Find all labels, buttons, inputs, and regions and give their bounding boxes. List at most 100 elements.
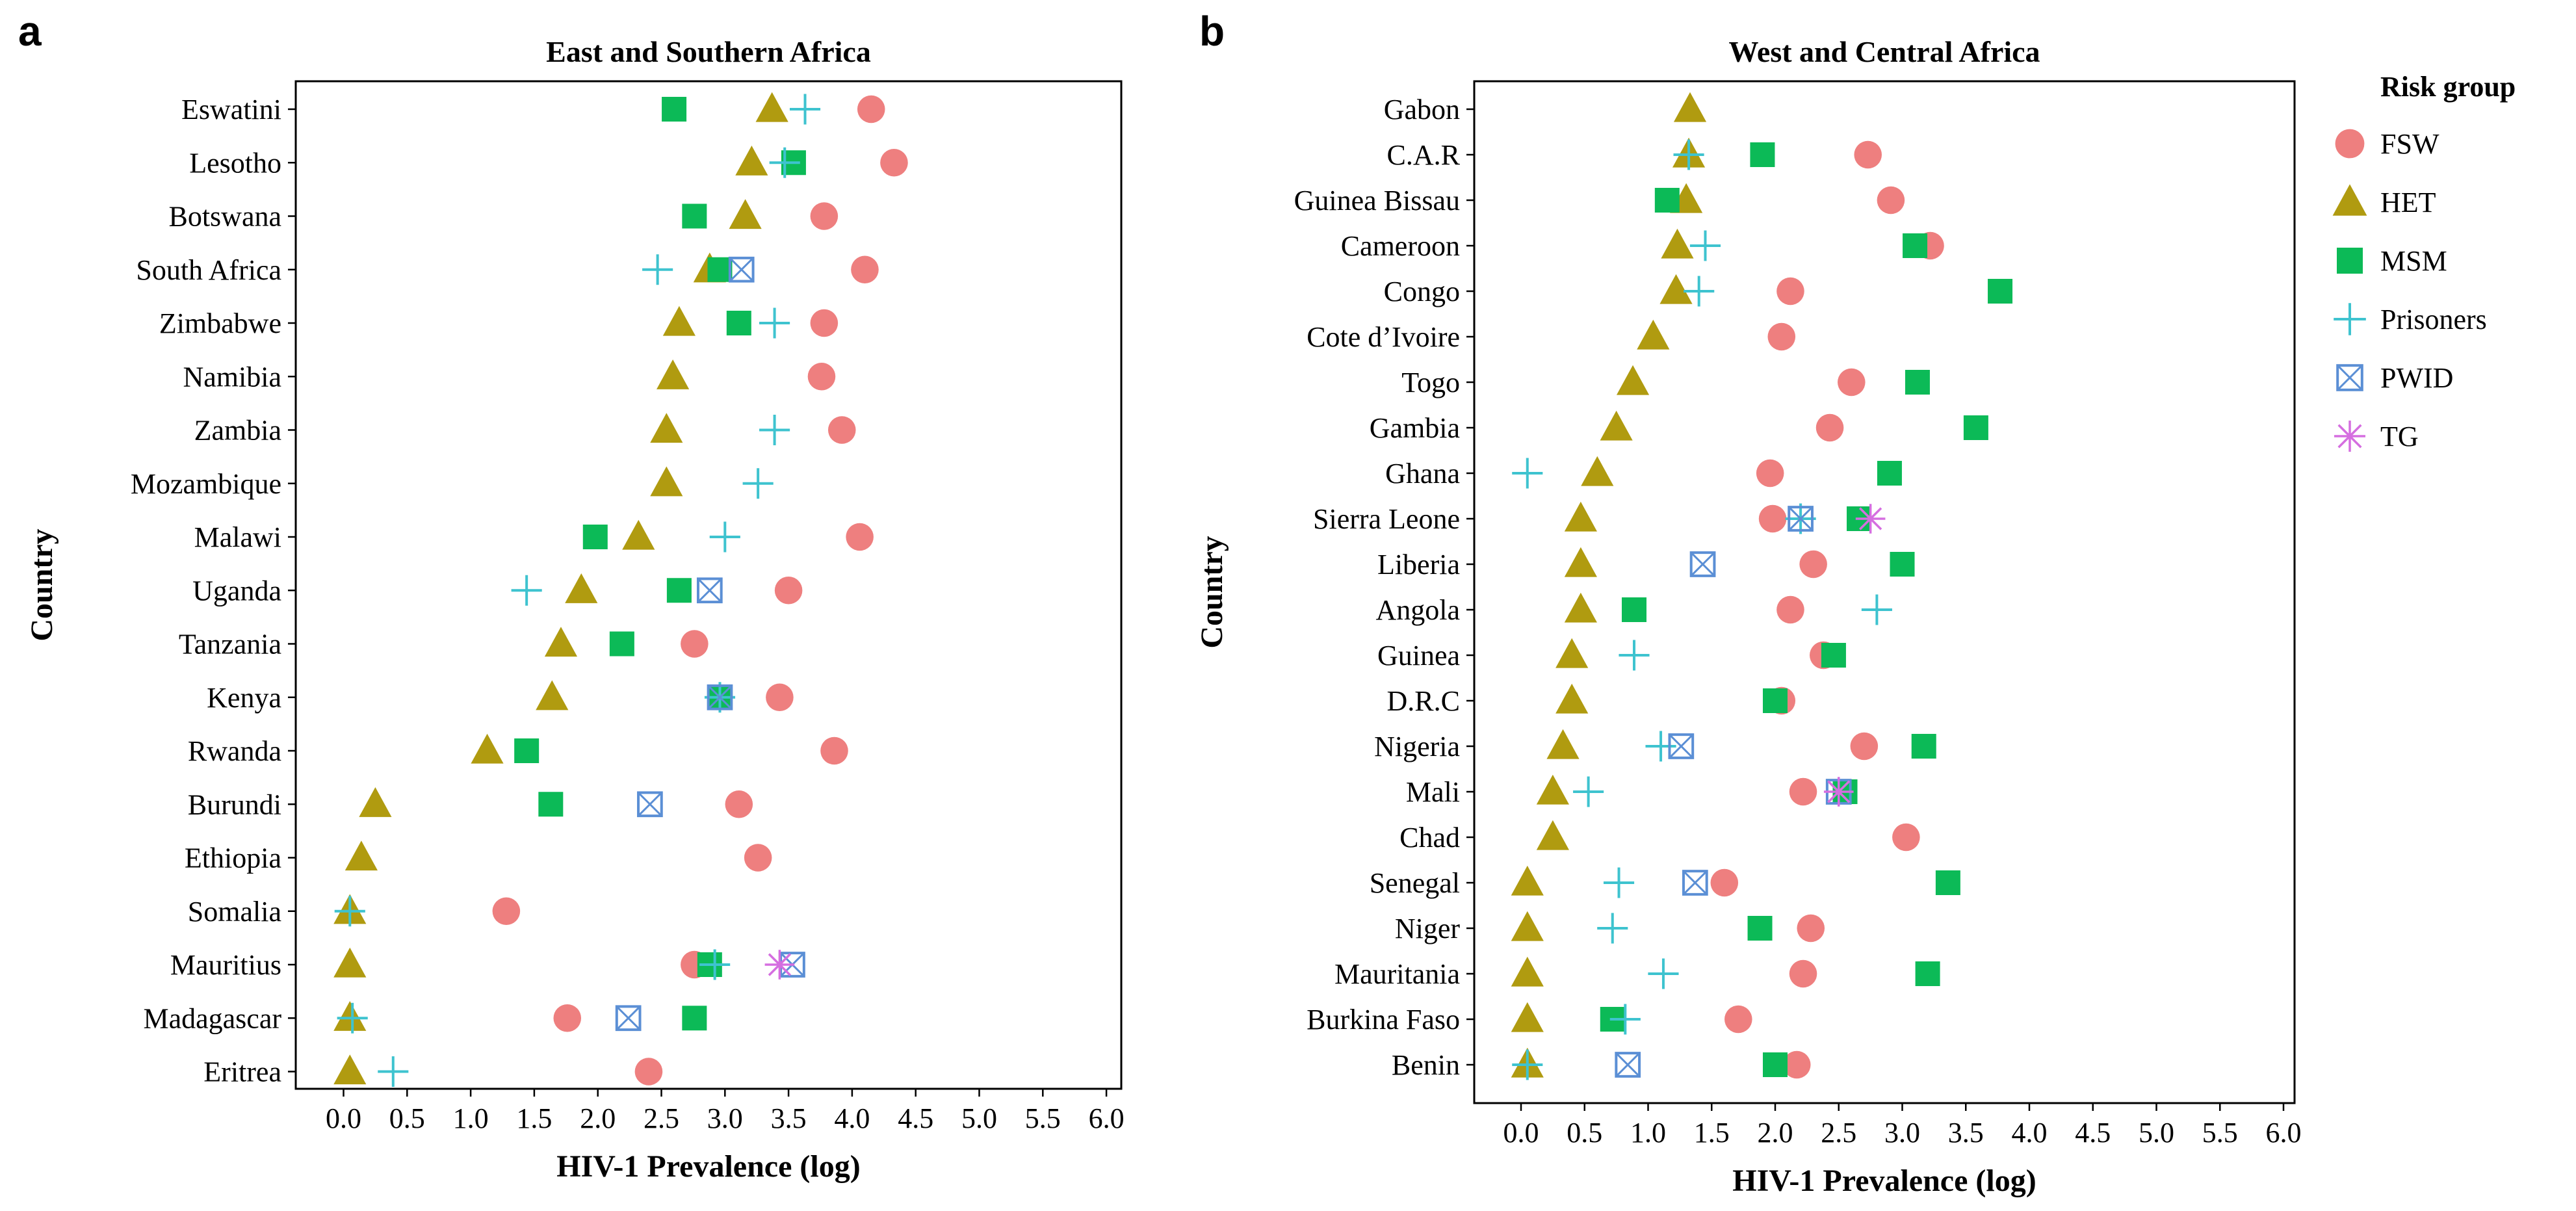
point-msm-liberia: [1890, 552, 1915, 577]
panel-east-southern-africa: a East and Southern Africa 0.0 0.5 1.0 1.5 2.0…: [18, 8, 1125, 1184]
x-axis-label: HIV-1 Prevalence (log): [556, 1149, 860, 1184]
point-het-tanzania: [544, 627, 578, 657]
point-fsw-burkina-faso: [1724, 1005, 1752, 1034]
point-het-botswana: [729, 199, 762, 229]
point-msm-senegal: [1935, 870, 1960, 895]
series-tg: [1823, 504, 1886, 807]
y-tick-label-mozambique: Mozambique: [131, 468, 281, 500]
point-prisoners-uganda: [511, 575, 542, 606]
point-pwid-liberia: [1689, 551, 1716, 577]
legend-marker-msm: [2337, 248, 2363, 274]
y-tick-label-kenya: Kenya: [207, 682, 281, 714]
point-het-burundi: [359, 787, 392, 817]
point-prisoners-angola: [1861, 594, 1892, 625]
point-prisoners-c-a-r: [1673, 139, 1704, 170]
point-het-gambia: [1600, 410, 1633, 441]
point-het-cote-d-ivoire: [1637, 319, 1670, 350]
point-prisoners-eswatini: [789, 94, 821, 125]
point-het-sierra-leone: [1564, 501, 1597, 532]
point-prisoners-zambia: [759, 414, 790, 446]
point-tg-mauritius: [764, 950, 795, 980]
point-het-eswatini: [755, 92, 788, 122]
point-het-lesotho: [735, 146, 768, 176]
y-tick-label-madagascar: Madagascar: [143, 1002, 281, 1034]
point-prisoners-south-africa: [642, 254, 673, 285]
point-msm-botswana: [682, 203, 707, 229]
point-het-rwanda: [471, 733, 504, 764]
point-het-angola: [1564, 592, 1597, 623]
y-tick-label-malawi: Malawi: [194, 521, 281, 553]
point-msm-guinea-bissau: [1654, 188, 1680, 213]
point-het-chad: [1536, 820, 1569, 850]
y-tick-label-mauritania: Mauritania: [1334, 958, 1460, 990]
point-het-mauritius: [333, 947, 367, 978]
point-fsw-namibia: [807, 362, 836, 391]
point-fsw-madagascar: [553, 1004, 582, 1032]
point-fsw-tanzania: [681, 630, 709, 658]
x-tick-label: 1.5: [1694, 1117, 1730, 1149]
point-het-d-r-c: [1555, 683, 1589, 714]
point-fsw-ethiopia: [744, 844, 772, 872]
point-het-guinea: [1555, 638, 1589, 668]
point-het-zambia: [650, 413, 683, 443]
point-pwid-senegal: [1682, 870, 1708, 896]
x-tick-label: 1.5: [516, 1102, 552, 1134]
x-tick-label: 5.5: [1025, 1102, 1061, 1134]
point-pwid-south-africa: [728, 256, 755, 283]
point-fsw-c-a-r: [1854, 140, 1882, 169]
series-tg: [764, 950, 795, 980]
point-fsw-zambia: [827, 416, 856, 444]
y-tick-label-c-a-r: C.A.R: [1387, 139, 1461, 171]
y-tick-label-zimbabwe: Zimbabwe: [159, 307, 281, 339]
point-fsw-rwanda: [820, 736, 848, 765]
point-msm-c-a-r: [1750, 142, 1775, 167]
point-het-liberia: [1564, 547, 1597, 577]
y-tick-label-togo: Togo: [1401, 367, 1460, 398]
y-tick-label-nigeria: Nigeria: [1374, 731, 1460, 762]
point-pwid-benin: [1615, 1052, 1641, 1078]
y-tick-label-senegal: Senegal: [1370, 867, 1460, 899]
point-prisoners-mali: [1573, 776, 1604, 807]
panel-label: a: [18, 8, 42, 55]
legend-marker-prisoners: [2334, 303, 2366, 335]
point-fsw-mauritania: [1789, 959, 1817, 988]
point-prisoners-mauritius: [699, 949, 731, 980]
y-tick-label-botswana: Botswana: [168, 201, 281, 233]
y-tick-label-niger: Niger: [1395, 913, 1461, 944]
point-fsw-botswana: [810, 202, 839, 230]
chart-title: West and Central Africa: [1728, 35, 2040, 68]
point-fsw-ghana: [1756, 459, 1784, 488]
point-fsw-togo: [1838, 368, 1866, 397]
x-tick-label: 5.0: [2139, 1117, 2174, 1149]
y-tick-label-tanzania: Tanzania: [179, 629, 281, 660]
point-het-zimbabwe: [662, 306, 696, 336]
point-msm-benin: [1763, 1052, 1788, 1077]
y-tick-label-cote-d-ivoire: Cote d’Ivoire: [1307, 321, 1460, 353]
series-het: [1511, 92, 1707, 1078]
x-tick-label: 2.0: [1758, 1117, 1793, 1149]
point-msm-congo: [1988, 279, 2013, 304]
y-tick-label-uganda: Uganda: [192, 575, 281, 606]
panel-west-central-africa: b West and Central Africa 0.0 0.5 1.0 1.5 2.0 2…: [1195, 8, 2302, 1198]
point-msm-uganda: [666, 578, 692, 603]
point-het-cameroon: [1661, 228, 1694, 259]
point-msm-angola: [1621, 597, 1646, 622]
point-fsw-guinea-bissau: [1877, 186, 1905, 215]
x-tick-label: 1.0: [453, 1102, 489, 1134]
point-het-togo: [1616, 365, 1650, 395]
point-het-uganda: [565, 573, 598, 603]
point-fsw-liberia: [1799, 550, 1827, 579]
series-prisoners: [334, 94, 821, 1087]
legend-label-tg: TG: [2380, 421, 2419, 452]
point-fsw-niger: [1797, 914, 1825, 943]
plot-frame: [1473, 80, 2296, 1104]
point-fsw-chad: [1892, 823, 1920, 852]
point-msm-eswatini: [662, 97, 687, 122]
y-tick-label-ghana: Ghana: [1385, 458, 1460, 489]
y-tick-label-zambia: Zambia: [194, 415, 281, 447]
y-tick-label-eswatini: Eswatini: [181, 94, 281, 125]
y-tick-label-gambia: Gambia: [1370, 412, 1460, 444]
y-axis-label: Country: [25, 528, 59, 641]
x-tick-label: 2.5: [644, 1102, 679, 1134]
